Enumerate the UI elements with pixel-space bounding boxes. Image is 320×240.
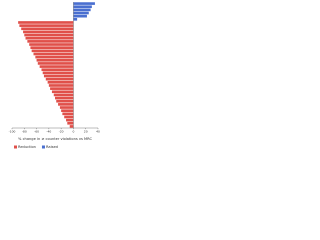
x-tick-label: 20 bbox=[84, 130, 88, 134]
chart: % change in ≥ counter violations vs MRC … bbox=[9, 2, 100, 149]
bar bbox=[23, 30, 74, 34]
bar bbox=[43, 74, 74, 78]
bar bbox=[59, 106, 74, 109]
bar bbox=[69, 125, 74, 128]
legend-label: Raised bbox=[46, 145, 58, 149]
x-tick-label: -100 bbox=[9, 130, 16, 134]
bar bbox=[37, 62, 74, 65]
bar bbox=[24, 33, 74, 37]
page: {"chart_data": {"type": "barh", "xlabel"… bbox=[8, 2, 100, 150]
bar bbox=[64, 115, 74, 119]
legend-swatch bbox=[14, 145, 17, 149]
bar bbox=[62, 112, 74, 116]
bar bbox=[42, 71, 74, 75]
bar bbox=[61, 109, 74, 112]
bar bbox=[48, 84, 74, 87]
x-tick-label: -20 bbox=[59, 130, 64, 134]
x-tick-label: 0 bbox=[72, 130, 74, 134]
bar bbox=[35, 55, 74, 59]
bar bbox=[73, 14, 87, 18]
bar bbox=[29, 43, 74, 46]
bar bbox=[18, 21, 74, 24]
bar bbox=[51, 90, 74, 94]
bar bbox=[41, 68, 74, 72]
bar bbox=[39, 65, 74, 68]
legend-swatch bbox=[41, 145, 45, 149]
bar bbox=[25, 36, 74, 40]
x-tick-label: 40 bbox=[96, 130, 100, 134]
x-tick-label: -80 bbox=[22, 130, 27, 134]
bar bbox=[58, 103, 74, 106]
bar bbox=[47, 81, 74, 84]
bar bbox=[45, 77, 74, 81]
legend-label: Reduction bbox=[18, 145, 36, 149]
bar bbox=[53, 93, 74, 97]
bar bbox=[31, 49, 74, 53]
bar bbox=[73, 5, 92, 9]
bar bbox=[21, 27, 74, 31]
bar bbox=[30, 46, 74, 49]
bar bbox=[36, 58, 74, 62]
bar bbox=[66, 118, 74, 122]
x-axis-label: % change in ≥ counter violations vs MRC bbox=[18, 137, 92, 141]
bar bbox=[50, 87, 74, 90]
bar bbox=[73, 11, 89, 15]
bar bbox=[73, 18, 78, 21]
bar bbox=[33, 52, 74, 56]
bar bbox=[19, 24, 74, 27]
bar bbox=[55, 96, 74, 100]
bar bbox=[73, 8, 91, 12]
bar bbox=[27, 40, 74, 43]
bar bbox=[73, 2, 95, 5]
x-tick-label: -60 bbox=[34, 130, 39, 134]
bar bbox=[56, 99, 74, 103]
bar bbox=[67, 121, 74, 125]
x-tick-label: -40 bbox=[46, 130, 51, 134]
